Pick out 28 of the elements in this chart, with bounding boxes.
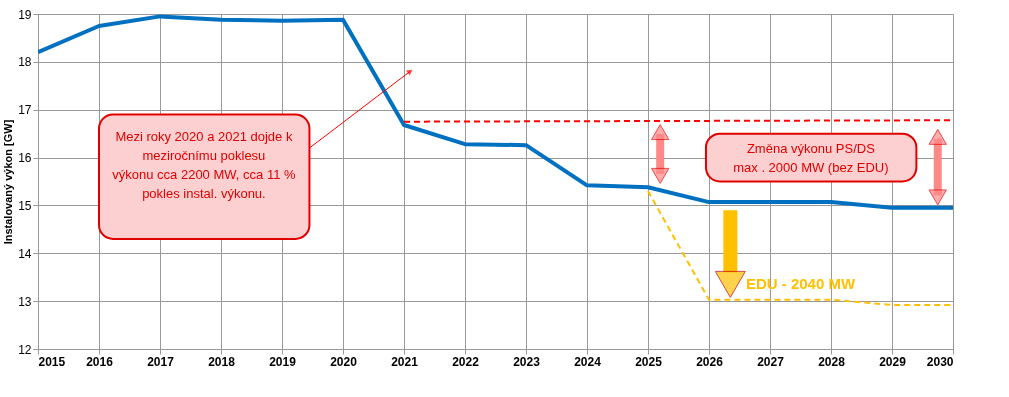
x-tick-label: 2020: [330, 354, 358, 369]
x-tick-label: 2025: [635, 354, 663, 369]
y-tick-label: 18: [18, 55, 32, 70]
y-tick-label: 15: [18, 198, 32, 213]
x-tick-label: 2019: [269, 354, 297, 369]
x-tick-label: 2026: [696, 354, 724, 369]
x-tick-label: 2022: [452, 354, 480, 369]
annotation: Mezi roky 2020 a 2021 dojde k meziročnímu poklesu výkonu cca 2200 MW, cca 11 % pokles instal. výkonu.: [112, 129, 296, 202]
annotation: EDU - 2040 MW: [745, 275, 856, 293]
x-tick-label: 2028: [818, 354, 846, 369]
y-tick-label: 19: [18, 7, 32, 22]
annotation: Změna výkonu PS/DS max . 2000 MW (bez EDU): [733, 141, 889, 176]
x-tick-label: 2017: [147, 354, 175, 369]
x-tick-label: 2024: [574, 354, 602, 369]
x-tick-label: 2030: [926, 354, 954, 369]
x-tick-label: 2023: [513, 354, 541, 369]
x-tick-label: 2021: [391, 354, 419, 369]
y-axis-title: Instalovaný výkon [GW]: [2, 119, 15, 245]
y-tick-label: 13: [18, 294, 32, 309]
y-tick-label: 17: [18, 103, 32, 118]
y-tick-label: 14: [18, 246, 32, 261]
x-tick-label: 2029: [879, 354, 907, 369]
x-tick-label: 2018: [208, 354, 236, 369]
y-tick-label: 12: [18, 342, 32, 357]
x-tick-label: 2016: [86, 354, 114, 369]
x-tick-label: 2027: [757, 354, 785, 369]
y-tick-label: 16: [18, 151, 32, 166]
x-tick-label: 2015: [38, 354, 66, 369]
